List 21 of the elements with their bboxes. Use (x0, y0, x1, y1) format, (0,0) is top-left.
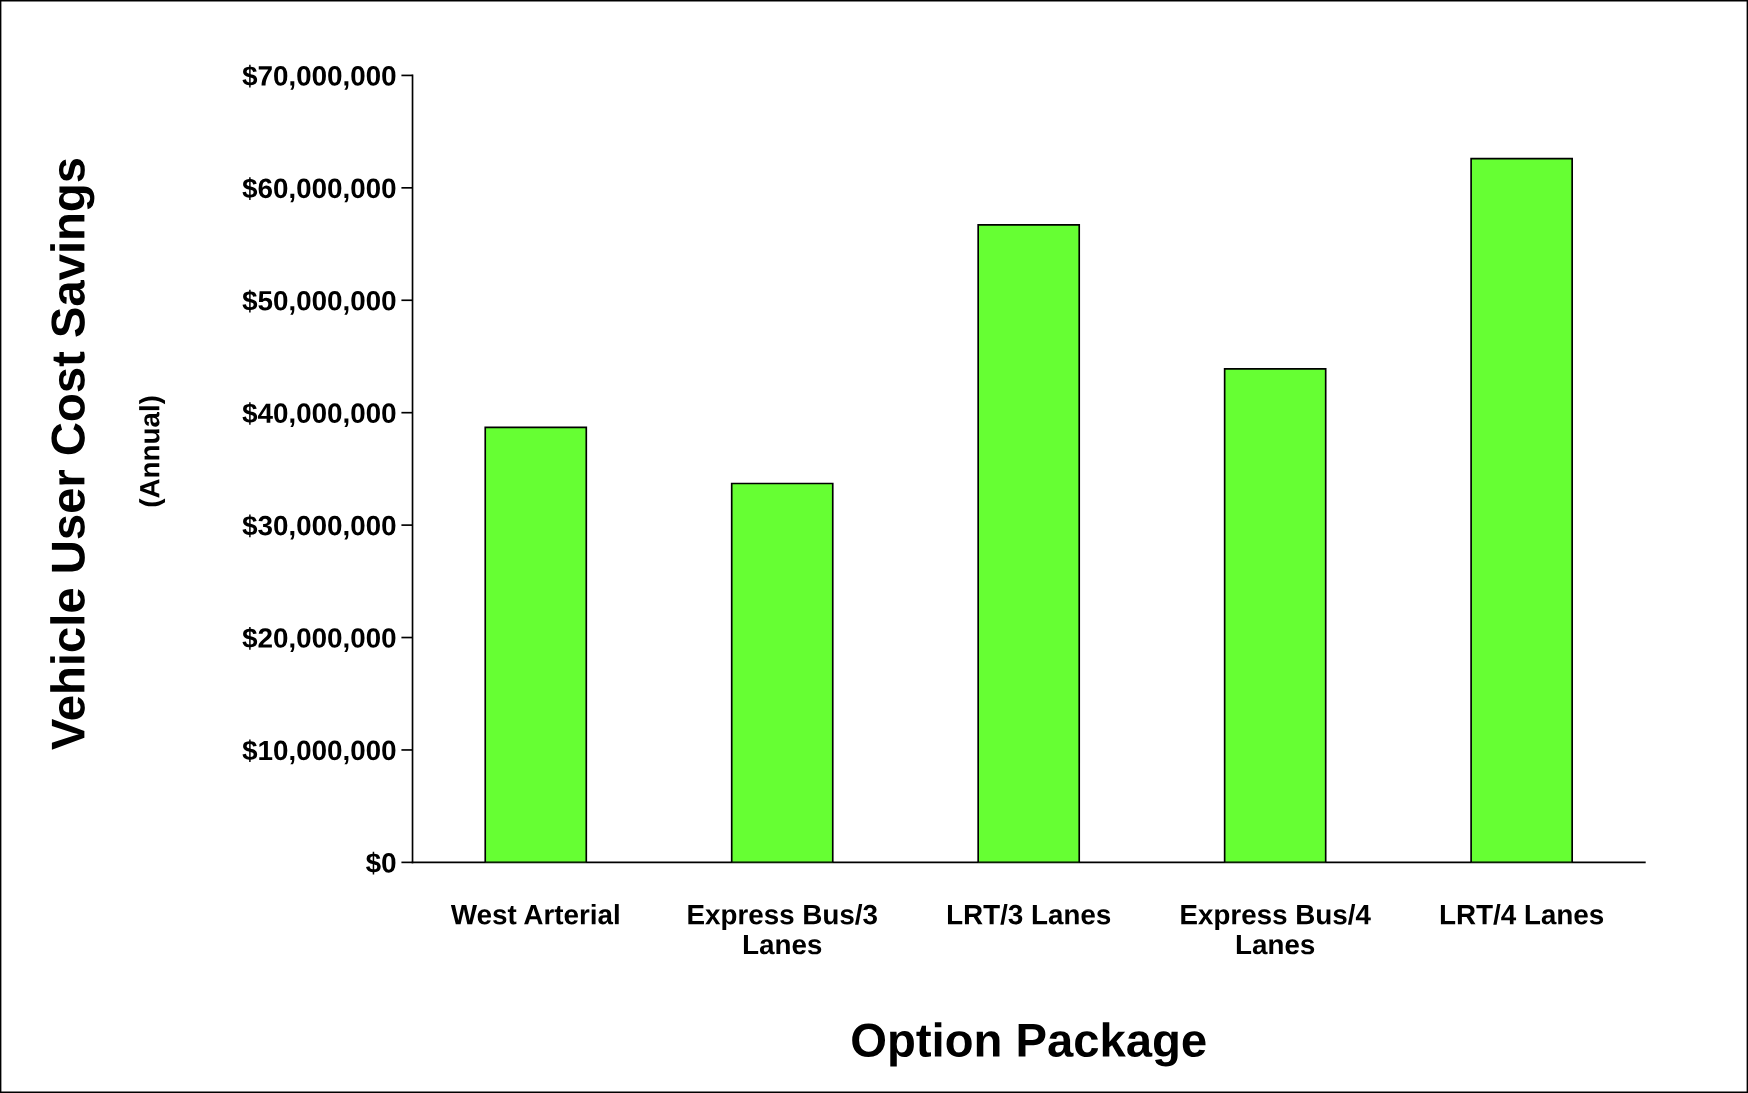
bar (484, 426, 588, 863)
bar (730, 482, 834, 863)
y-tick-label: $0 (366, 851, 396, 875)
y-axis-title: Vehicle User Cost Savings (50, 158, 95, 750)
x-tick-label: LRT/4 Lanes (1440, 904, 1604, 925)
y-tick-label: $30,000,000 (242, 514, 396, 540)
x-axis-title: Option Package (852, 1022, 1206, 1067)
bar (977, 224, 1081, 863)
y-tick-label: $20,000,000 (242, 626, 396, 652)
y-tick-label: $40,000,000 (242, 402, 396, 428)
bar (1470, 157, 1573, 863)
x-tick-label: Express Bus/4 Lanes (1181, 904, 1371, 955)
y-tick-label: $60,000,000 (242, 177, 396, 203)
y-tick-label: $10,000,000 (242, 739, 396, 765)
x-tick-label: West Arterial (450, 904, 619, 925)
x-tick-label: Express Bus/3 Lanes (688, 904, 877, 955)
text: (Annual) (139, 396, 166, 507)
x-tick-label: LRT/3 Lanes (947, 904, 1111, 925)
y-tick-label: $50,000,000 (242, 289, 396, 315)
y-tick-label: $70,000,000 (242, 64, 396, 90)
bar (1223, 368, 1327, 863)
